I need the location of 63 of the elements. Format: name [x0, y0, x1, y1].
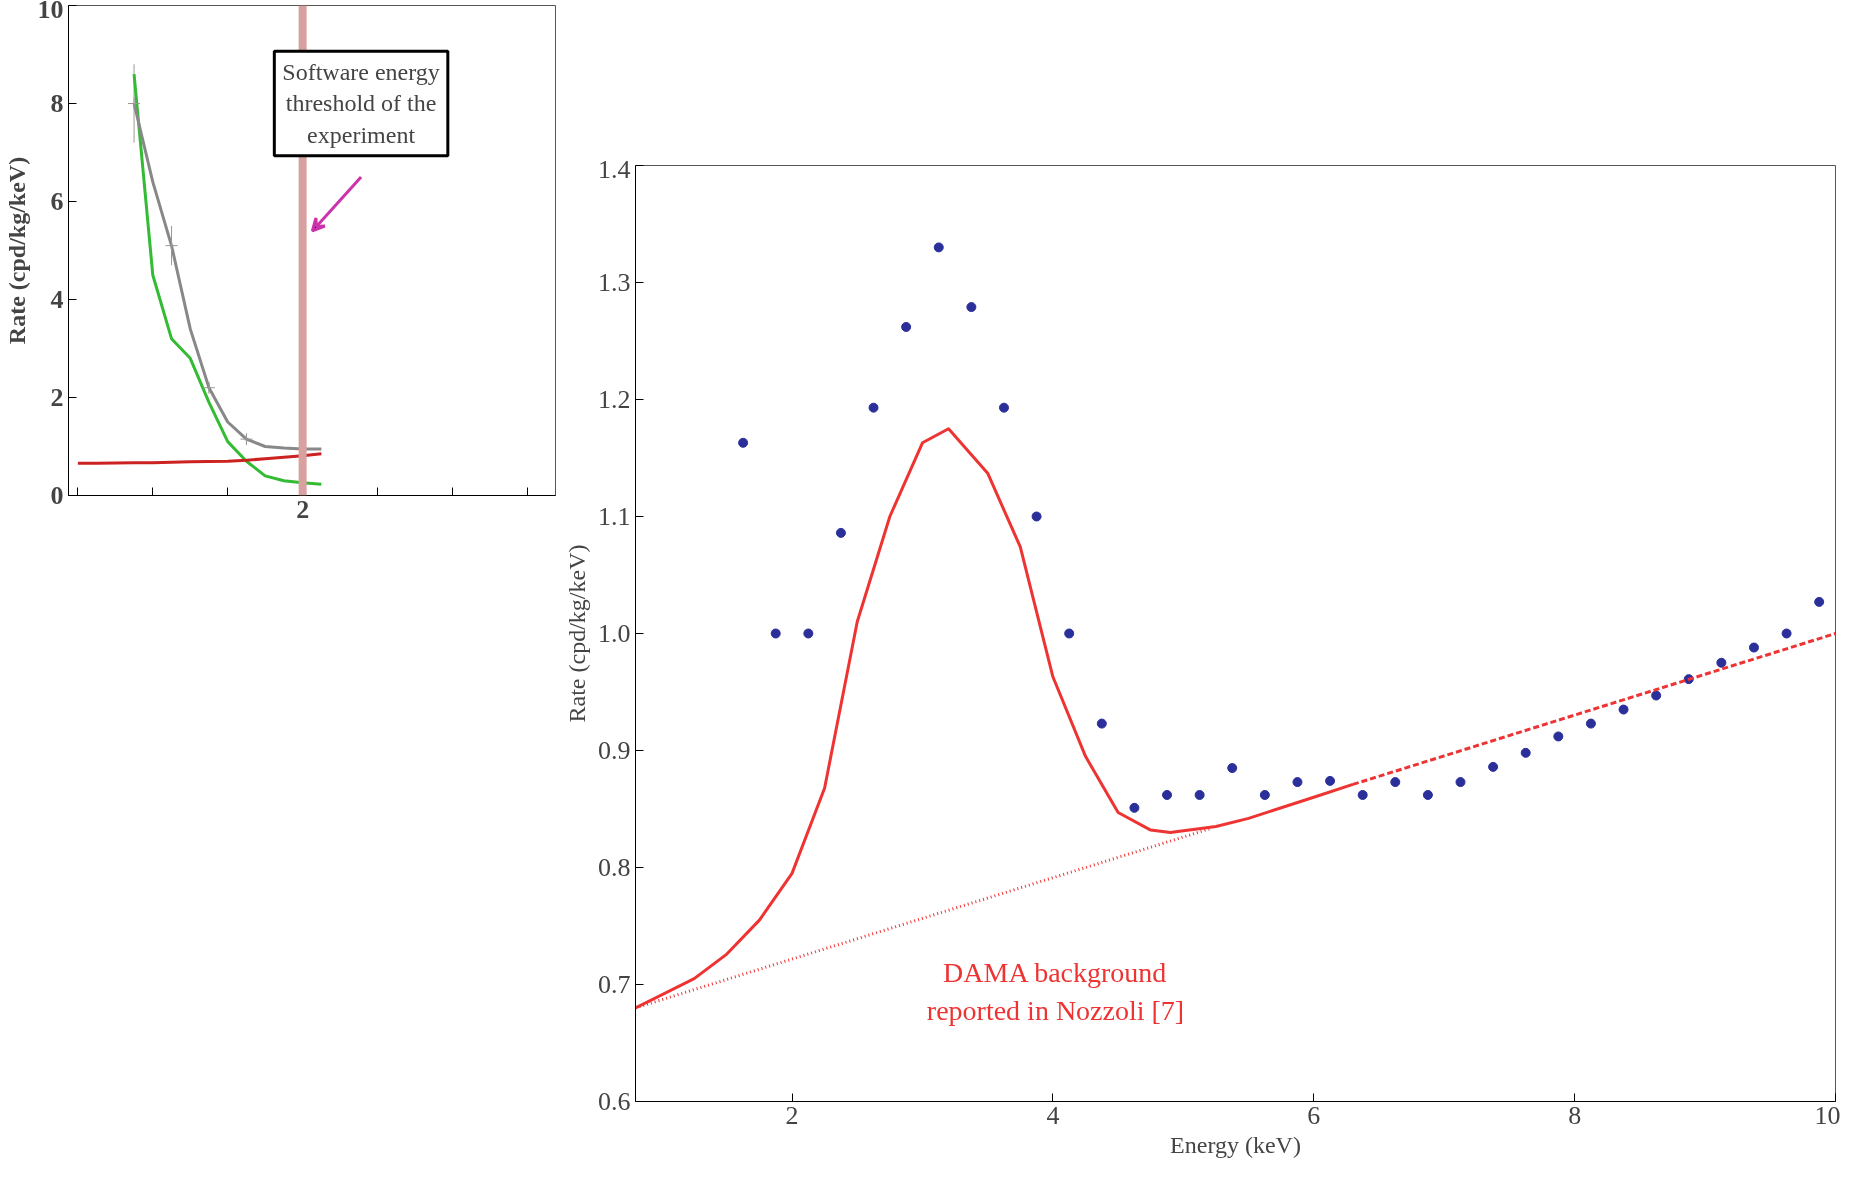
point — [933, 242, 944, 253]
point — [1259, 789, 1270, 800]
point — [1781, 628, 1792, 639]
y-tick-label: 10 — [37, 0, 64, 24]
point — [1390, 777, 1401, 788]
x-tick-label: 4 — [1046, 1100, 1060, 1130]
point — [127, 97, 141, 110]
point — [1129, 802, 1140, 813]
y-tick-label: 0 — [50, 481, 64, 510]
point — [803, 628, 814, 639]
point — [1194, 789, 1205, 800]
point — [202, 381, 216, 395]
point — [1422, 789, 1433, 800]
point — [1031, 511, 1042, 522]
y-axis-title: Rate (cpd/kg/keV) — [564, 544, 590, 723]
point — [966, 302, 977, 313]
point — [1651, 690, 1662, 701]
x-tick-label: 8 — [1568, 1100, 1582, 1130]
point — [1455, 777, 1466, 788]
point — [1814, 596, 1825, 607]
point — [770, 628, 781, 639]
y-tick-label: 1.4 — [598, 154, 631, 184]
point — [165, 239, 179, 253]
y-tick-label: 1.3 — [598, 268, 631, 297]
point — [835, 527, 846, 538]
y-tick-label: 0.6 — [598, 1087, 631, 1116]
line-series — [76, 452, 323, 465]
y-tick-label: 1.2 — [598, 385, 631, 414]
point — [239, 432, 253, 446]
y-tick-label: 2 — [50, 383, 64, 412]
x-tick-label: 10 — [1814, 1100, 1841, 1130]
x-tick-label: 2 — [785, 1100, 799, 1130]
y-tick-label: 1.0 — [598, 619, 631, 648]
point — [1325, 775, 1336, 786]
point — [1520, 747, 1531, 758]
x-axis-title: Energy (keV) — [1170, 1131, 1301, 1158]
point — [738, 437, 749, 448]
x-tick-label: 6 — [1307, 1100, 1321, 1130]
annotation: Software energy threshold of the experiment — [282, 59, 440, 148]
point — [1553, 731, 1564, 742]
point — [1292, 777, 1303, 788]
point — [1716, 657, 1727, 668]
y-tick-label: 1.1 — [598, 502, 631, 531]
point — [1227, 763, 1238, 774]
y-tick-label: 0.7 — [598, 970, 631, 999]
point — [1162, 789, 1173, 800]
y-tick-label: 8 — [50, 89, 64, 118]
point — [868, 402, 879, 413]
y-tick-label: 6 — [50, 187, 64, 216]
point — [1488, 761, 1499, 772]
point — [1585, 718, 1596, 729]
y-tick-label: 0.8 — [598, 853, 631, 882]
point — [1064, 628, 1075, 639]
point — [1357, 789, 1368, 800]
point — [1618, 704, 1629, 715]
point — [1748, 642, 1759, 653]
point — [998, 402, 1009, 413]
point — [1096, 718, 1107, 729]
y-tick-label: 0.9 — [598, 736, 631, 765]
y-axis-title: Rate (cpd/kg/keV) — [3, 156, 30, 345]
y-tick-label: 4 — [50, 285, 64, 314]
point — [901, 321, 912, 332]
annotation: DAMA background reported in Nozzoli [7] — [926, 957, 1185, 1026]
